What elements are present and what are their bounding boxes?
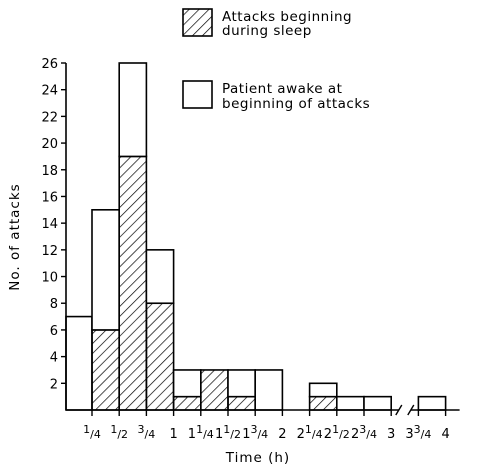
legend-label-awake-line2: beginning of attacks bbox=[222, 96, 370, 112]
y-tick-label-16: 16 bbox=[41, 190, 58, 205]
x-tick-label-5: 11/2 bbox=[215, 423, 241, 442]
x-axis-title: Time (h) bbox=[225, 450, 290, 466]
bar-sleep-5 bbox=[200, 369, 229, 411]
x-tick-label-0: 1/4 bbox=[83, 423, 101, 441]
y-tick-label-18: 18 bbox=[41, 164, 58, 179]
y-tick-label-6: 6 bbox=[50, 324, 58, 339]
y-axis-title: No. of attacks bbox=[7, 183, 23, 290]
legend-label-awake-line1: Patient awake at bbox=[222, 81, 342, 97]
bar-sleep-2 bbox=[118, 155, 148, 411]
x-tick-label-4: 11/4 bbox=[188, 423, 214, 442]
bar-group bbox=[65, 62, 447, 411]
y-tick-label-14: 14 bbox=[41, 217, 58, 232]
bar-awake-7 bbox=[254, 369, 284, 411]
axis-break-mark-2 bbox=[407, 404, 415, 416]
bar-awake-0 bbox=[65, 315, 93, 411]
x-tick-label-2: 3/4 bbox=[138, 423, 156, 441]
x-tick-label-8: 21/4 bbox=[297, 423, 323, 442]
bar-sleep-8 bbox=[308, 395, 338, 411]
x-tick-label-6: 13/4 bbox=[242, 423, 268, 442]
legend-swatch-sleep bbox=[182, 8, 213, 37]
x-axis: 1/4 1/2 3/4 1 11/4 11/2 13/4 2 21/4 21/2 23/4 3 33/4… bbox=[66, 404, 460, 442]
bar-sleep-1 bbox=[91, 329, 121, 411]
bar-awake-9 bbox=[335, 395, 365, 411]
y-tick-label-12: 12 bbox=[41, 244, 58, 259]
y-tick-label-20: 20 bbox=[41, 137, 58, 152]
legend-label-sleep-line2: during sleep bbox=[222, 23, 312, 39]
bar-awake-10 bbox=[363, 395, 393, 411]
x-tick-label-9: 21/2 bbox=[324, 423, 350, 442]
y-tick-label-8: 8 bbox=[50, 297, 58, 312]
x-tick-label-10: 23/4 bbox=[351, 423, 377, 442]
y-tick-label-26: 26 bbox=[41, 57, 58, 72]
bar-awake-6 bbox=[227, 369, 257, 398]
legend: Attacks beginning during sleep Patient a… bbox=[182, 8, 370, 112]
legend-label-sleep-line1: Attacks beginning bbox=[222, 9, 352, 25]
x-tick-label-11: 3 bbox=[387, 427, 395, 442]
y-tick-label-22: 22 bbox=[41, 110, 58, 125]
bar-awake-2 bbox=[118, 62, 148, 158]
bar-awake-3 bbox=[145, 249, 175, 305]
y-tick-label-4: 4 bbox=[50, 351, 58, 366]
bar-awake-1 bbox=[91, 209, 121, 331]
bar-awake-8 bbox=[308, 382, 338, 398]
y-tick-label-24: 24 bbox=[41, 84, 58, 99]
bar-awake-4 bbox=[172, 369, 202, 398]
bar-sleep-3 bbox=[145, 302, 175, 411]
y-tick-label-2: 2 bbox=[50, 377, 58, 392]
x-tick-label-1: 1/2 bbox=[110, 423, 128, 441]
bar-sleep-6 bbox=[227, 395, 257, 411]
axis-break-mark-1 bbox=[395, 404, 403, 416]
bar-sleep-4 bbox=[172, 395, 202, 411]
legend-swatch-awake bbox=[182, 80, 213, 109]
y-tick-label-10: 10 bbox=[41, 271, 58, 286]
x-tick-label-7: 2 bbox=[278, 427, 286, 442]
x-tick-label-3: 1 bbox=[169, 427, 177, 442]
x-tick-label-12: 33/4 bbox=[405, 423, 431, 442]
bar-awake-11 bbox=[417, 395, 447, 411]
x-tick-label-13: 4 bbox=[441, 427, 449, 442]
